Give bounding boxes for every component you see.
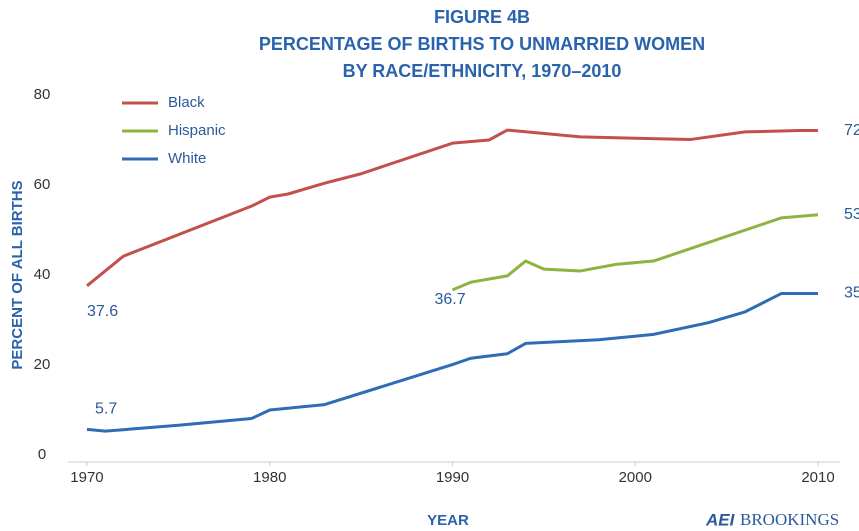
x-axis-title: YEAR bbox=[427, 512, 469, 529]
data-label: 53.4 bbox=[844, 206, 859, 223]
legend-label: Hispanic bbox=[168, 122, 226, 139]
chart-title: PERCENTAGE OF BIRTHS TO UNMARRIED WOMEN bbox=[259, 34, 705, 54]
x-tick-label: 1970 bbox=[70, 469, 103, 486]
line bbox=[451, 213, 819, 292]
legend-label: White bbox=[168, 150, 206, 167]
y-tick-label: 40 bbox=[34, 266, 51, 283]
data-label: 5.7 bbox=[95, 401, 117, 418]
y-tick-label: 80 bbox=[34, 86, 51, 103]
chart-title: FIGURE 4B bbox=[434, 7, 530, 27]
data-label: 37.6 bbox=[87, 303, 118, 320]
data-label: 35.9 bbox=[844, 285, 859, 302]
y-tick-label: 0 bbox=[38, 446, 46, 463]
y-axis-title: PERCENT OF ALL BIRTHS bbox=[9, 180, 26, 369]
line bbox=[86, 128, 819, 287]
y-tick-label: 20 bbox=[34, 356, 51, 373]
logo: AEI bbox=[705, 510, 736, 529]
x-tick-label: 2000 bbox=[619, 469, 652, 486]
data-label: 72.1 bbox=[844, 122, 859, 139]
legend-label: Black bbox=[168, 94, 205, 111]
data-label: 36.7 bbox=[435, 291, 466, 308]
line bbox=[86, 291, 819, 433]
y-tick-label: 60 bbox=[34, 176, 51, 193]
x-tick-label: 1980 bbox=[253, 469, 286, 486]
chart-title: BY RACE/ETHNICITY, 1970–2010 bbox=[343, 61, 622, 81]
logo: BROOKINGS bbox=[740, 510, 839, 529]
x-tick-label: 2010 bbox=[801, 469, 834, 486]
x-tick-label: 1990 bbox=[436, 469, 469, 486]
